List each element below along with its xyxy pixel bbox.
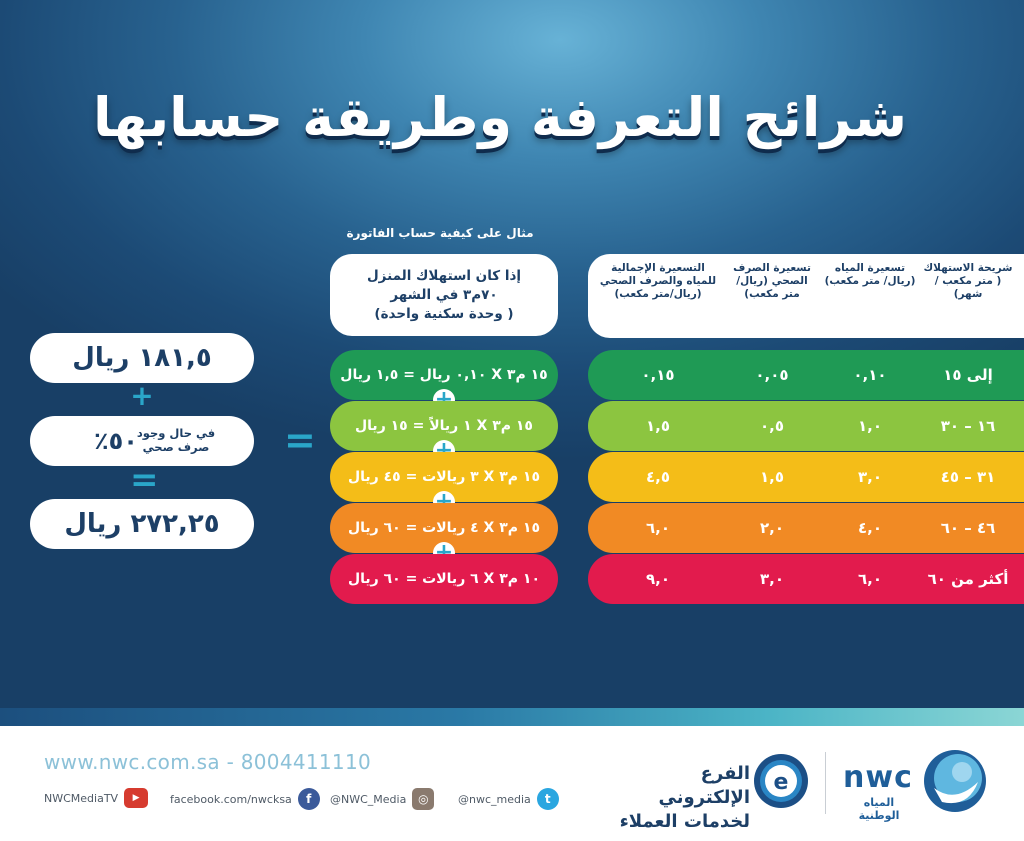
youtube-handle: NWCMediaTV (44, 791, 119, 805)
ebranch-line1: الفرع الإلكتروني (658, 763, 750, 808)
gradient-stripe (0, 708, 1024, 726)
total-box: ٢٧٢,٢٥ ريال (30, 499, 254, 549)
table-row: إلى ١٥ ٠,١٠ ٠,٠٥ ٠,١٥ (588, 350, 1024, 400)
ebranch-logo-icon: e (754, 754, 808, 808)
cell-slice: ١٦ – ٣٠ (940, 417, 996, 435)
ebranch-line2: لخدمات العملاء (619, 811, 750, 832)
cell-slice: ٣١ – ٤٥ (940, 468, 996, 486)
header-slice: شريحة الاستهلاك ( متر مكعب /شهر) (923, 262, 1013, 300)
equals-icon: = (130, 460, 159, 500)
youtube-icon: ▶ (124, 788, 149, 808)
nwc-logo-text: nwc (843, 760, 913, 795)
cell-sewage: ٣,٠ (759, 570, 784, 588)
example-caption: مثال على كيفية حساب الفاتورة (346, 226, 534, 240)
cell-sewage: ٠,٠٥ (755, 366, 789, 384)
svg-text:e: e (774, 770, 789, 795)
condition-line2: صرف صحي (142, 440, 210, 454)
cell-total: ٩,٠ (645, 570, 670, 588)
cell-total: ٠,١٥ (641, 366, 675, 384)
sewage-surcharge-box: في حال وجود صرف صحي ٥٠٪ (30, 416, 254, 466)
example-step-3: ١٥ م٣ X ٣ ريالات = ٤٥ ريال (330, 452, 558, 502)
nwc-logo-icon (924, 750, 986, 812)
cell-slice: ٤٦ – ٦٠ (940, 519, 996, 537)
facebook-handle: facebook.com/nwcksa (170, 792, 292, 806)
surcharge-percent: ٥٠٪ (94, 427, 138, 455)
equals-icon: = (284, 418, 316, 462)
header-sewage: تسعيرة الصرف الصحي (ريال/ متر مكعب) (733, 262, 811, 300)
instagram-link[interactable]: @NWC_Media ◎ (330, 788, 435, 810)
subtotal-box: ١٨١,٥ ريال (30, 333, 254, 383)
instagram-handle: @NWC_Media (330, 792, 407, 806)
condition-line1: في حال وجود (136, 426, 216, 440)
cell-slice: إلى ١٥ (943, 366, 993, 384)
example-header-line3: ( وحدة سكنية واحدة) (374, 305, 514, 322)
surcharge-condition: في حال وجود صرف صحي (136, 426, 216, 454)
cell-water: ١,٠ (857, 417, 882, 435)
cell-sewage: ٠,٥ (759, 417, 784, 435)
plus-icon: + (130, 379, 154, 412)
header-water: تسعيرة المياه (ريال/ متر مكعب) (824, 262, 916, 287)
table-header: شريحة الاستهلاك ( متر مكعب /شهر) تسعيرة … (588, 254, 1024, 338)
table-row: أكثر من ٦٠ ٦,٠ ٣,٠ ٩,٠ (588, 554, 1024, 604)
ebranch-label: الفرع الإلكتروني لخدمات العملاء (610, 762, 750, 834)
cell-water: ٤,٠ (857, 519, 882, 537)
facebook-link[interactable]: facebook.com/nwcksa f (170, 788, 320, 810)
cell-slice: أكثر من ٦٠ (927, 570, 1009, 588)
twitter-handle: @nwc_media (458, 792, 531, 806)
nwc-arabic-name: المياه الوطنية (858, 796, 900, 822)
website-phone[interactable]: www.nwc.com.sa - 8004411110 (44, 750, 372, 774)
facebook-icon: f (297, 788, 320, 810)
table-row: ٤٦ – ٦٠ ٤,٠ ٢,٠ ٦,٠ (588, 503, 1024, 553)
footer-divider (825, 752, 826, 814)
example-step-5: ١٠ م٣ X ٦ ريالات = ٦٠ ريال (330, 554, 558, 604)
twitter-icon: t (536, 788, 559, 810)
page-title: شرائح التعرفة وطريقة حسابها (92, 86, 908, 149)
cell-water: ٣,٠ (857, 468, 882, 486)
example-header-line1: إذا كان استهلاك المنزل (366, 267, 522, 284)
example-header: إذا كان استهلاك المنزل ٧٠م٣ في الشهر ( و… (330, 254, 558, 336)
cell-total: ١,٥ (645, 417, 670, 435)
table-row: ٣١ – ٤٥ ٣,٠ ١,٥ ٤,٥ (588, 452, 1024, 502)
cell-water: ٠,١٠ (853, 366, 887, 384)
example-step-1: ١٥ م٣ X ٠,١٠ ريال = ١,٥ ريال (330, 350, 558, 400)
cell-total: ٦,٠ (645, 519, 670, 537)
youtube-link[interactable]: NWCMediaTV ▶ (44, 788, 149, 808)
instagram-icon: ◎ (412, 788, 435, 810)
cell-sewage: ١,٥ (759, 468, 784, 486)
example-header-line2: ٧٠م٣ في الشهر (390, 286, 498, 303)
cell-sewage: ٢,٠ (759, 519, 784, 537)
table-row: ١٦ – ٣٠ ١,٠ ٠,٥ ١,٥ (588, 401, 1024, 451)
footer (0, 726, 1024, 841)
cell-total: ٤,٥ (645, 468, 670, 486)
twitter-link[interactable]: @nwc_media t (458, 788, 559, 810)
header-total: التسعيرة الإجمالية للمياه والصرف الصحي (… (599, 262, 717, 300)
cell-water: ٦,٠ (857, 570, 882, 588)
